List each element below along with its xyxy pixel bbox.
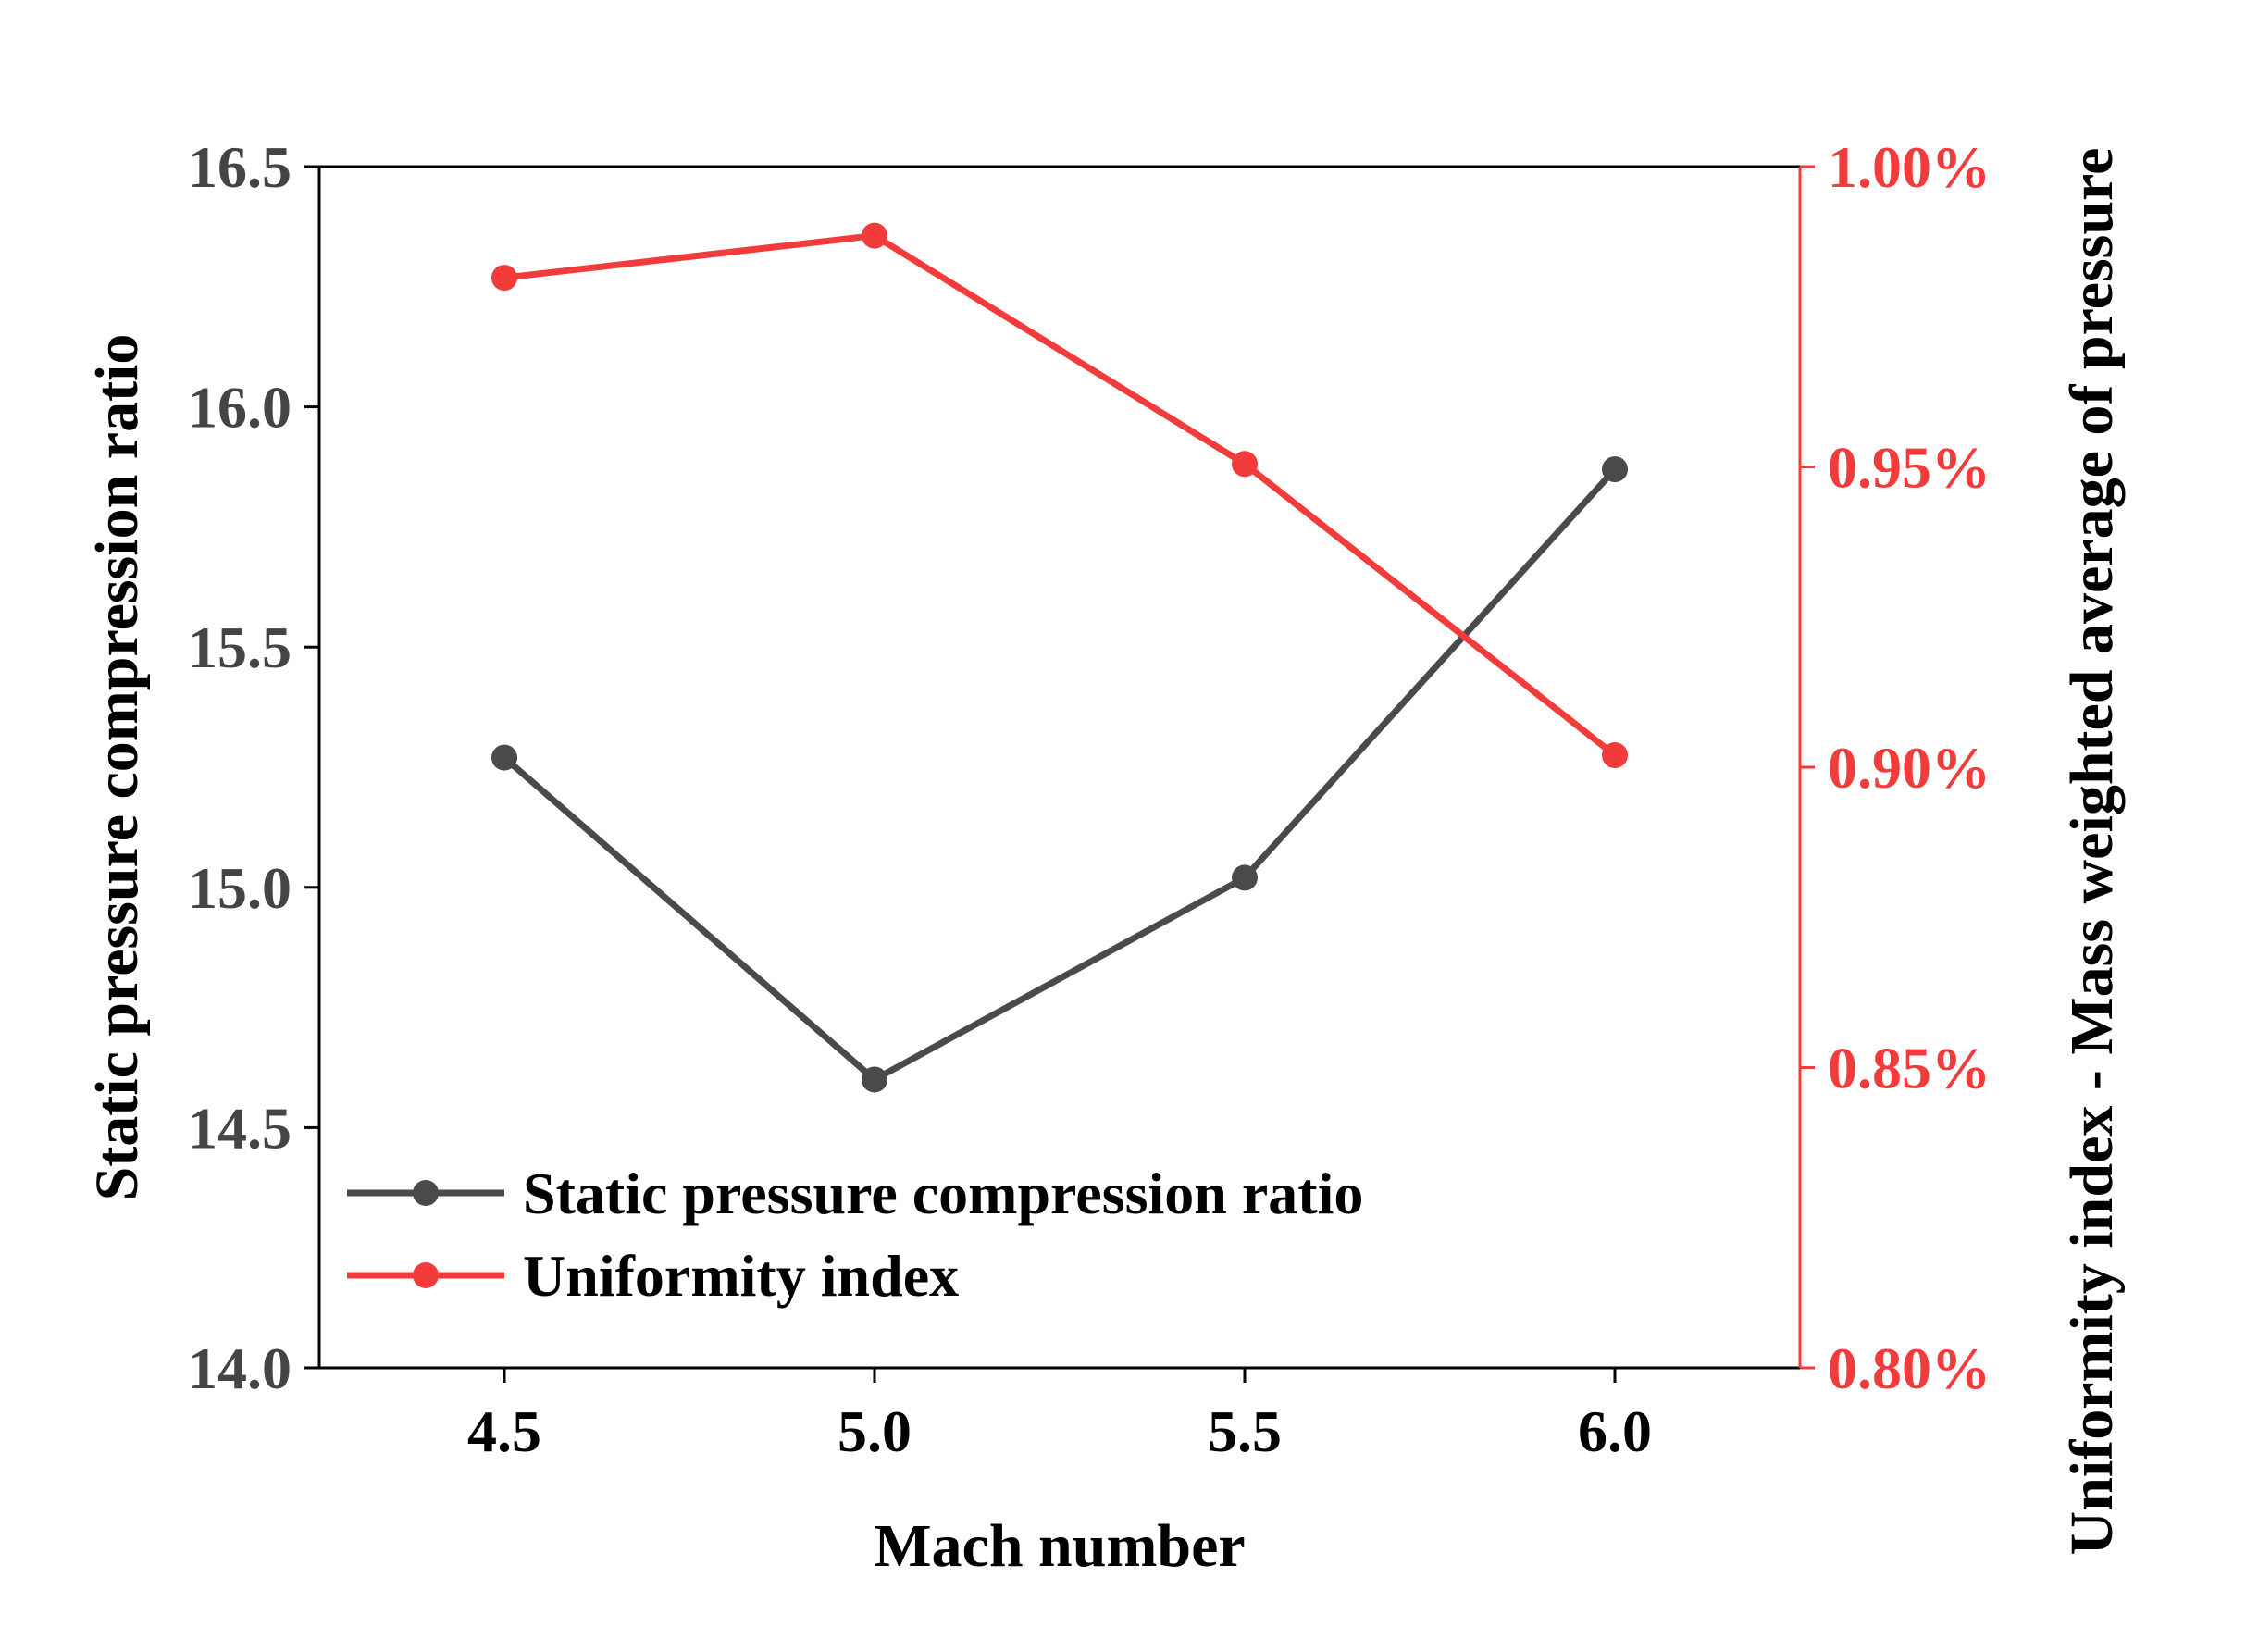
series-layer <box>491 222 1628 1093</box>
legend-label-uniformity: Uniformity index <box>523 1243 959 1309</box>
x-axis-title: Mach number <box>874 1512 1245 1580</box>
x-axis-ticks: 4.5 5.0 5.5 6.0 <box>467 1368 1652 1464</box>
right-tick-label: 0.85% <box>1828 1036 1991 1101</box>
right-tick-label: 1.00% <box>1828 134 1991 200</box>
data-point-static-pressure <box>862 1066 887 1093</box>
left-tick-label: 16.0 <box>188 375 292 441</box>
right-tick-label: 0.80% <box>1828 1335 1991 1401</box>
right-y-axis-title: Uniformity index - Mass weighted average… <box>2058 148 2126 1556</box>
left-tick-label: 16.5 <box>188 134 292 200</box>
data-point-static-pressure <box>491 744 517 771</box>
x-tick-label: 6.0 <box>1578 1398 1652 1464</box>
series-line-uniformity <box>503 232 1618 758</box>
data-point-static-pressure <box>1602 456 1628 483</box>
left-tick-label: 14.0 <box>188 1335 292 1401</box>
x-tick-label: 5.5 <box>1208 1398 1282 1464</box>
data-point-uniformity <box>1602 742 1628 769</box>
right-tick-label: 0.95% <box>1828 435 1991 501</box>
legend: Static pressure compression ratio Unifor… <box>347 1161 1363 1309</box>
legend-swatch-marker-static-pressure <box>413 1180 439 1206</box>
legend-swatch-marker-uniformity <box>413 1262 439 1288</box>
data-point-static-pressure <box>1232 864 1258 891</box>
legend-label-static-pressure: Static pressure compression ratio <box>523 1161 1363 1226</box>
left-tick-label: 15.5 <box>188 615 292 680</box>
data-point-uniformity <box>862 222 887 249</box>
data-point-uniformity <box>1232 451 1258 478</box>
left-y-axis-ticks: 14.0 14.5 15.0 15.5 16.0 16.5 <box>188 134 319 1401</box>
right-tick-label: 0.90% <box>1828 735 1991 801</box>
right-y-axis-ticks: 0.80% 0.85% 0.90% 0.95% 1.00% <box>1800 134 1991 1401</box>
left-tick-label: 14.5 <box>188 1095 292 1161</box>
data-point-uniformity <box>491 265 517 292</box>
x-tick-label: 5.0 <box>838 1398 912 1464</box>
series-line-static-pressure <box>502 466 1618 1083</box>
left-y-axis-title: Static pressure compression ratio <box>83 334 151 1201</box>
left-tick-label: 15.0 <box>188 855 292 921</box>
x-tick-label: 4.5 <box>467 1398 541 1464</box>
